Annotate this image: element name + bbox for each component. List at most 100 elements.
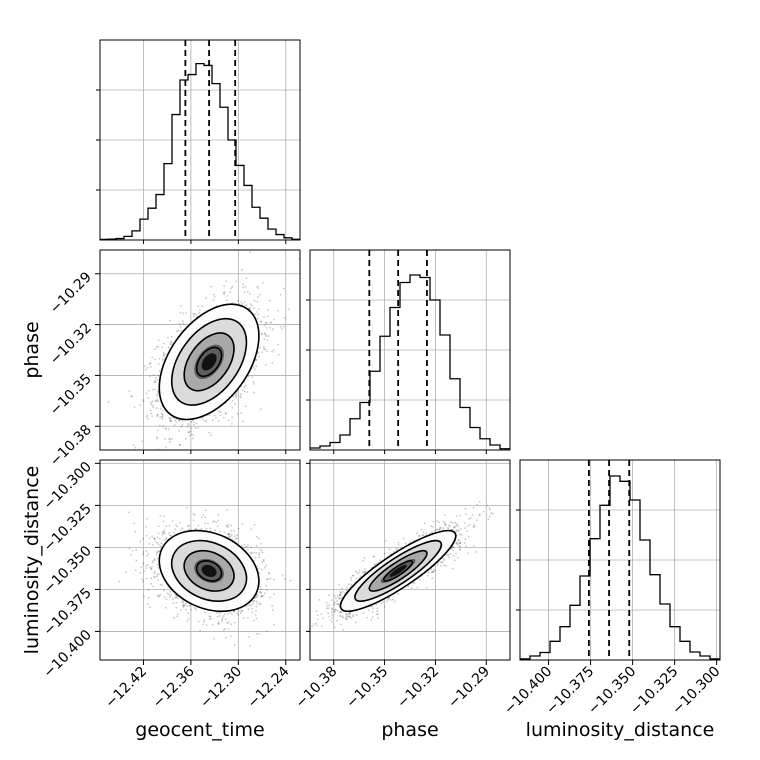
scatter-point [151, 388, 154, 391]
scatter-point [230, 533, 233, 536]
scatter-point [222, 291, 225, 294]
scatter-point [163, 353, 165, 356]
scatter-point [230, 613, 233, 615]
scatter-point [232, 395, 235, 398]
density-fill-level-4 [201, 353, 217, 371]
scatter-point [179, 522, 182, 524]
scatter-point [142, 562, 144, 565]
scatter-point [151, 356, 154, 359]
scatter-point [149, 566, 152, 569]
scatter-point [256, 301, 259, 303]
scatter-point [251, 376, 254, 378]
scatter-point [158, 363, 160, 365]
scatter-point [150, 401, 153, 403]
scatter-point [188, 431, 190, 434]
scatter-point [246, 290, 249, 293]
scatter-point [245, 384, 247, 387]
scatter-point [256, 311, 258, 313]
scatter-point [223, 285, 226, 287]
scatter-point [258, 355, 260, 358]
scatter-point [147, 389, 150, 392]
scatter-point [259, 548, 261, 551]
scatter-point [163, 539, 166, 542]
scatter-point [161, 346, 164, 349]
scatter-point [146, 554, 148, 557]
scatter-point [169, 438, 171, 440]
scatter-point [219, 414, 222, 416]
scatter-point [157, 543, 160, 546]
scatter-point [237, 614, 240, 616]
scatter-point [180, 609, 182, 611]
scatter-point [259, 586, 262, 588]
scatter-point [157, 595, 160, 598]
scatter-point [264, 592, 266, 595]
scatter-point [152, 374, 155, 376]
scatter-point [210, 617, 212, 620]
scatter-point [226, 525, 228, 528]
scatter-point [160, 542, 163, 545]
scatter-point [251, 611, 254, 614]
scatter-point [156, 536, 159, 539]
histogram-panel-luminosity_distance [516, 459, 721, 661]
scatter-point [174, 528, 177, 530]
scatter-point [271, 604, 274, 607]
scatter-point [218, 410, 221, 413]
scatter-point [261, 568, 263, 571]
scatter-point [269, 326, 272, 329]
scatter-point [243, 291, 246, 294]
scatter-point [172, 598, 174, 601]
scatter-point [187, 423, 189, 425]
scatter-point [181, 527, 184, 529]
scatter-point [255, 633, 258, 635]
scatter-point [174, 419, 177, 422]
scatter-point [156, 437, 159, 440]
scatter-point [156, 436, 159, 439]
scatter-point [242, 283, 245, 285]
scatter-point [244, 546, 247, 549]
scatter-point [191, 437, 194, 440]
scatter-point [246, 545, 248, 548]
scatter-point [217, 621, 220, 623]
scatter-point [145, 565, 148, 567]
scatter-point [209, 615, 212, 618]
scatter-point [177, 597, 179, 600]
scatter-point [155, 553, 158, 556]
scatter-point [185, 608, 188, 611]
scatter-point [216, 525, 219, 528]
scatter-point [236, 412, 239, 415]
scatter-point [263, 566, 266, 569]
scatter-point [192, 312, 195, 315]
scatter-point [152, 585, 155, 588]
scatter-point [146, 414, 149, 417]
scatter-point [156, 551, 159, 554]
scatter-point [247, 544, 249, 547]
scatter-point [255, 600, 258, 603]
scatter-point [181, 604, 184, 607]
scatter-point [221, 620, 224, 623]
scatter-point [235, 396, 238, 399]
scatter-point [170, 489, 172, 491]
scatter-point [265, 334, 267, 337]
scatter-point [157, 429, 159, 432]
scatter-point [151, 565, 154, 568]
contour-line-2-sigma [195, 346, 223, 378]
scatter-point [170, 340, 173, 343]
scatter-point [175, 601, 178, 604]
scatter-point [241, 302, 244, 305]
scatter-point [150, 409, 152, 412]
scatter-point [244, 285, 247, 288]
scatter-point [248, 636, 250, 638]
scatter-point [264, 332, 266, 335]
scatter-point [165, 525, 168, 528]
scatter-point [254, 613, 257, 616]
scatter-point [265, 322, 268, 325]
scatter-point [262, 594, 265, 597]
scatter-point [128, 547, 131, 550]
scatter-point [231, 400, 234, 402]
scatter-point [260, 591, 262, 593]
scatter-point [134, 530, 137, 533]
scatter-point [268, 572, 271, 575]
scatter-point [209, 527, 212, 530]
scatter-point [209, 615, 212, 618]
scatter-point [263, 333, 266, 335]
